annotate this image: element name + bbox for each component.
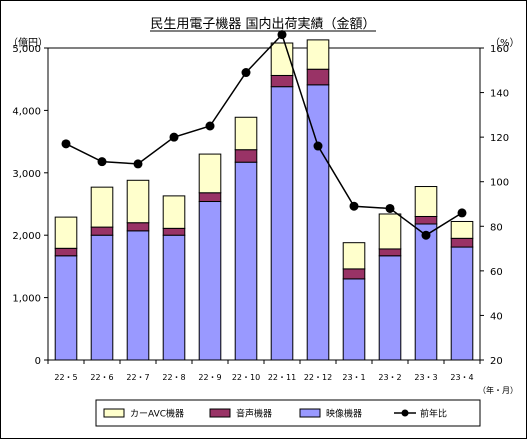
- y-right-tick-label: 160: [490, 44, 509, 55]
- bar-segment: [126, 222, 150, 232]
- bar-segment: [54, 255, 78, 361]
- bar-segment: [414, 223, 438, 361]
- bar-segment: [90, 186, 114, 228]
- y-left-tick-label: 0: [35, 356, 41, 367]
- bar-segment: [342, 278, 366, 361]
- x-tick-label: 22・7: [126, 373, 149, 382]
- x-tick-label: 23・2: [378, 373, 401, 382]
- y-right-tick-label: 20: [490, 356, 503, 367]
- y-left-tick-label: 1,000: [12, 294, 41, 305]
- x-tick-label: 22・5: [54, 373, 77, 382]
- bar-segment: [378, 255, 402, 361]
- bar-segment: [342, 242, 366, 270]
- line-series-point: [457, 208, 467, 218]
- y-left-unit: （億円）: [8, 36, 48, 49]
- bar-segment: [198, 201, 222, 361]
- y-right-tick-label: 100: [490, 178, 509, 189]
- legend-label: 映像機器: [326, 408, 362, 420]
- bar-segment: [234, 149, 258, 163]
- bar-segment: [306, 84, 330, 361]
- x-tick-label: 22・10: [232, 373, 260, 382]
- bar-segment: [162, 195, 186, 229]
- y-right-tick-label: 120: [490, 133, 509, 144]
- bar-segment: [126, 179, 150, 224]
- x-tick-label: 23・1: [342, 373, 365, 382]
- y-right-tick-label: 140: [490, 89, 509, 100]
- bar-segment: [306, 39, 330, 70]
- legend-swatch: [209, 408, 231, 418]
- x-tick-label: 23・3: [414, 373, 437, 382]
- y-right-tick-label: 60: [490, 267, 503, 278]
- line-series-point: [61, 139, 71, 149]
- bar-segment: [90, 226, 114, 236]
- line-series-point: [97, 157, 107, 167]
- y-left-tick-label: 4,000: [12, 106, 41, 117]
- x-tick-label: 22・9: [198, 373, 221, 382]
- bar-segment: [306, 68, 330, 86]
- bar-segment: [234, 161, 258, 361]
- bar-segment: [378, 248, 402, 257]
- bar-segment: [126, 230, 150, 361]
- bar-segment: [450, 246, 474, 361]
- bar-segment: [414, 215, 438, 225]
- line-series-point: [241, 68, 251, 78]
- bar-segment: [414, 186, 438, 217]
- line-series-path: [65, 33, 463, 237]
- line-series-point: [169, 132, 179, 142]
- line-series-point: [421, 230, 431, 240]
- legend-swatch: [299, 408, 321, 418]
- bar-segment: [234, 116, 258, 151]
- line-series-point: [313, 141, 323, 151]
- bar-segment: [54, 247, 78, 257]
- line-series-point: [205, 121, 215, 131]
- bar-segment: [162, 234, 186, 361]
- legend-swatch: [103, 408, 125, 418]
- bar-segment: [378, 213, 402, 250]
- bar-segment: [450, 220, 474, 239]
- x-tick-label: 23・4: [450, 373, 473, 382]
- line-series-point: [385, 203, 395, 213]
- legend-marker: [401, 409, 409, 417]
- bar-segment: [198, 192, 222, 203]
- bar-segment: [54, 216, 78, 249]
- line-series-point: [133, 159, 143, 169]
- bar-segment: [450, 237, 474, 248]
- x-tick-label: 22・6: [90, 373, 113, 382]
- line-series-point: [349, 201, 359, 211]
- legend-label: 音声機器: [236, 408, 272, 420]
- y-left-tick-label: 5,000: [12, 44, 41, 55]
- legend-label: カーAVC機器: [130, 408, 184, 420]
- bar-segment: [198, 153, 222, 194]
- bar-segment: [270, 74, 294, 88]
- bar-segment: [342, 268, 366, 280]
- bar-segment: [90, 234, 114, 361]
- bar-segment: [270, 86, 294, 361]
- y-right-tick-label: 40: [490, 311, 503, 322]
- y-right-unit: （%）: [490, 37, 520, 49]
- x-unit: （年・月）: [478, 385, 518, 395]
- bar-segment: [162, 227, 186, 236]
- y-left-tick-label: 2,000: [12, 231, 41, 242]
- y-right-tick-label: 80: [490, 222, 503, 233]
- line-series-point: [277, 30, 287, 40]
- chart-title: 民生用電子機器 国内出荷実績（金額）: [150, 16, 375, 32]
- legend-label: 前年比: [420, 408, 447, 420]
- y-left-tick-label: 3,000: [12, 169, 41, 180]
- x-tick-label: 22・11: [268, 373, 296, 382]
- x-tick-label: 22・12: [304, 373, 332, 382]
- x-tick-label: 22・8: [162, 373, 185, 382]
